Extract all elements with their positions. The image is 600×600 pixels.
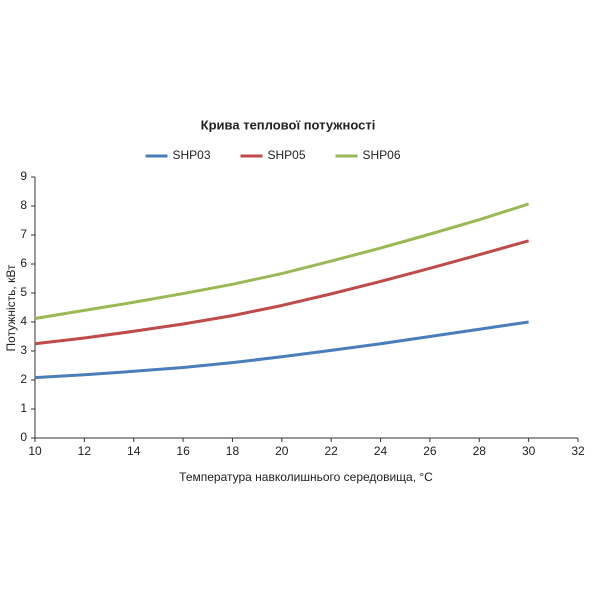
x-tick-label: 10 (28, 444, 42, 458)
x-tick-label: 16 (176, 444, 190, 458)
x-tick-label: 32 (571, 444, 585, 458)
x-axis-label: Температура навколишнього середовища, °С (179, 470, 433, 484)
x-tick-label: 22 (325, 444, 339, 458)
y-tick-label: 0 (20, 430, 27, 444)
x-tick-label: 12 (78, 444, 92, 458)
y-tick-label: 4 (20, 314, 27, 328)
x-tick-label: 20 (275, 444, 289, 458)
series-line (34, 202, 530, 321)
y-tick-label: 1 (20, 401, 27, 415)
x-tick-label: 24 (374, 444, 388, 458)
y-tick-label: 6 (20, 256, 27, 270)
legend-label: SHP03 (173, 148, 211, 162)
x-tick-label: 30 (522, 444, 536, 458)
y-tick-label: 9 (20, 169, 27, 183)
y-tick-label: 2 (20, 372, 27, 386)
x-tick-label: 18 (226, 444, 240, 458)
y-tick-label: 7 (20, 227, 27, 241)
y-axis-label: Потужність, кВт (4, 264, 18, 351)
legend-label: SHP05 (268, 148, 306, 162)
y-tick-label: 5 (20, 285, 27, 299)
series-line (34, 239, 530, 346)
x-tick-label: 28 (473, 444, 487, 458)
x-tick-label: 14 (127, 444, 141, 458)
y-tick-label: 8 (20, 198, 27, 212)
legend-label: SHP06 (363, 148, 401, 162)
chart-title: Крива теплової потужності (201, 117, 376, 132)
series-line (34, 320, 529, 380)
y-tick-label: 3 (20, 343, 27, 357)
x-tick-label: 26 (423, 444, 437, 458)
